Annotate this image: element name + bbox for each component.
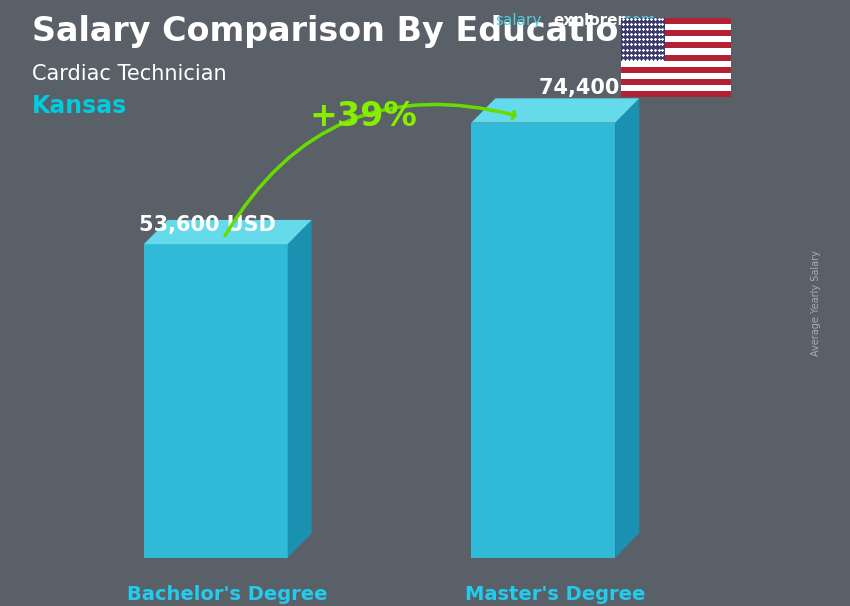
Polygon shape <box>472 122 615 558</box>
Bar <box>620 91 731 97</box>
Text: Salary Comparison By Education: Salary Comparison By Education <box>32 15 642 48</box>
Text: Master's Degree: Master's Degree <box>465 585 645 604</box>
Text: Bachelor's Degree: Bachelor's Degree <box>128 585 328 604</box>
Text: Cardiac Technician: Cardiac Technician <box>32 64 227 84</box>
Text: salary: salary <box>496 13 541 28</box>
Polygon shape <box>144 220 312 244</box>
Polygon shape <box>472 98 639 122</box>
Polygon shape <box>287 220 312 558</box>
Bar <box>620 55 731 61</box>
Bar <box>620 42 731 48</box>
Bar <box>620 61 731 67</box>
Text: .com: .com <box>619 13 656 28</box>
Text: 74,400 USD: 74,400 USD <box>539 78 676 98</box>
Polygon shape <box>144 244 287 558</box>
Bar <box>620 30 731 36</box>
Text: explorer: explorer <box>552 13 625 28</box>
Bar <box>620 18 665 61</box>
Bar <box>620 48 731 55</box>
Bar <box>620 73 731 79</box>
Bar <box>620 24 731 30</box>
Bar <box>620 18 731 24</box>
Text: Kansas: Kansas <box>32 94 127 118</box>
Bar <box>620 67 731 73</box>
Text: 53,600 USD: 53,600 USD <box>139 215 276 235</box>
Polygon shape <box>615 98 639 558</box>
Bar <box>620 85 731 91</box>
Bar <box>620 79 731 85</box>
Bar <box>620 36 731 42</box>
Text: +39%: +39% <box>309 100 417 133</box>
Text: Average Yearly Salary: Average Yearly Salary <box>811 250 821 356</box>
